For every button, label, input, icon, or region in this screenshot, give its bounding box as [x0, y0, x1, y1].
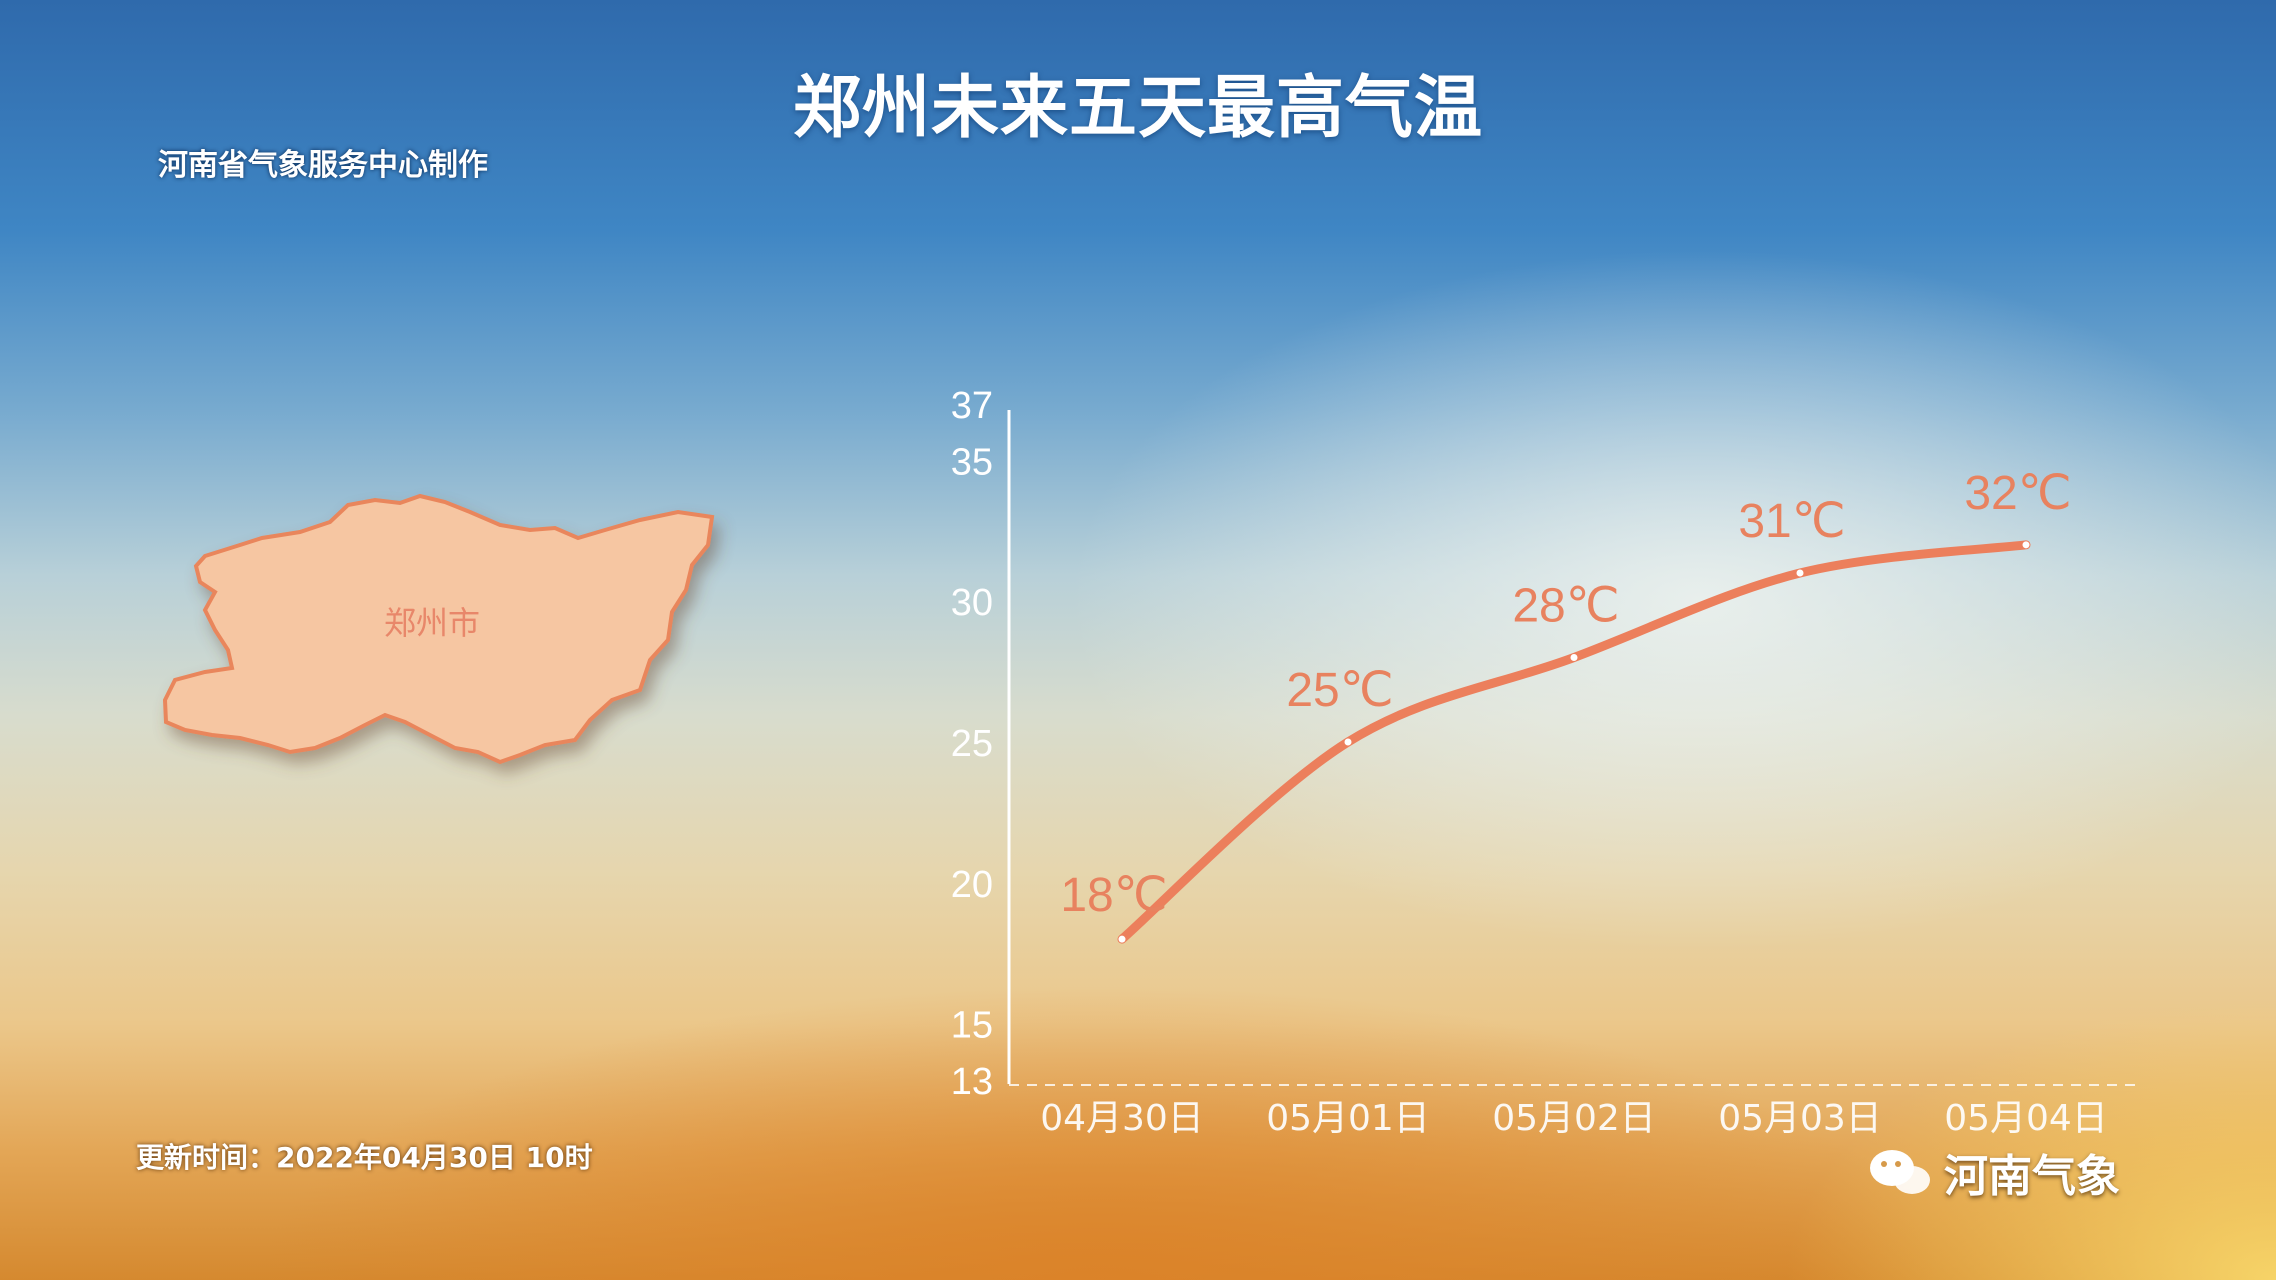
y-tick-label: 20: [951, 864, 993, 906]
wechat-icon: [1870, 1150, 1930, 1194]
data-label: 28℃: [1512, 580, 1619, 633]
data-label: 32℃: [1964, 467, 2071, 520]
data-label: 18℃: [1060, 869, 1167, 922]
x-tick-label: 05月04日: [1944, 1098, 2108, 1139]
x-tick-label: 05月03日: [1718, 1098, 1882, 1139]
data-point: [1118, 935, 1126, 943]
producer-label: 河南省气象服务中心制作: [158, 148, 488, 183]
x-tick-label: 05月02日: [1492, 1098, 1656, 1139]
data-label: 25℃: [1286, 664, 1393, 717]
watermark: 河南气象: [1866, 1140, 2120, 1204]
region-label: 郑州市: [384, 604, 481, 642]
data-label: 31℃: [1738, 495, 1845, 548]
x-tick-label: 05月01日: [1266, 1098, 1430, 1139]
y-tick-label: 30: [951, 582, 993, 624]
y-tick-label: 35: [951, 441, 993, 483]
data-point: [1344, 738, 1352, 746]
update-time: 更新时间：2022年04月30日 10时: [136, 1141, 593, 1174]
data-point: [1796, 569, 1804, 577]
y-tick-label: 13: [951, 1061, 993, 1103]
data-point: [2022, 541, 2030, 549]
y-tick-label: 37: [951, 385, 993, 427]
zhengzhou-map-shape: [162, 493, 715, 765]
data-point: [1570, 654, 1578, 661]
page-title: 郑州未来五天最高气温: [792, 69, 1483, 148]
watermark-text: 河南气象: [1944, 1151, 2120, 1202]
y-tick-label: 15: [951, 1005, 993, 1047]
y-tick-label: 25: [951, 723, 993, 765]
x-tick-label: 04月30日: [1040, 1098, 1204, 1139]
